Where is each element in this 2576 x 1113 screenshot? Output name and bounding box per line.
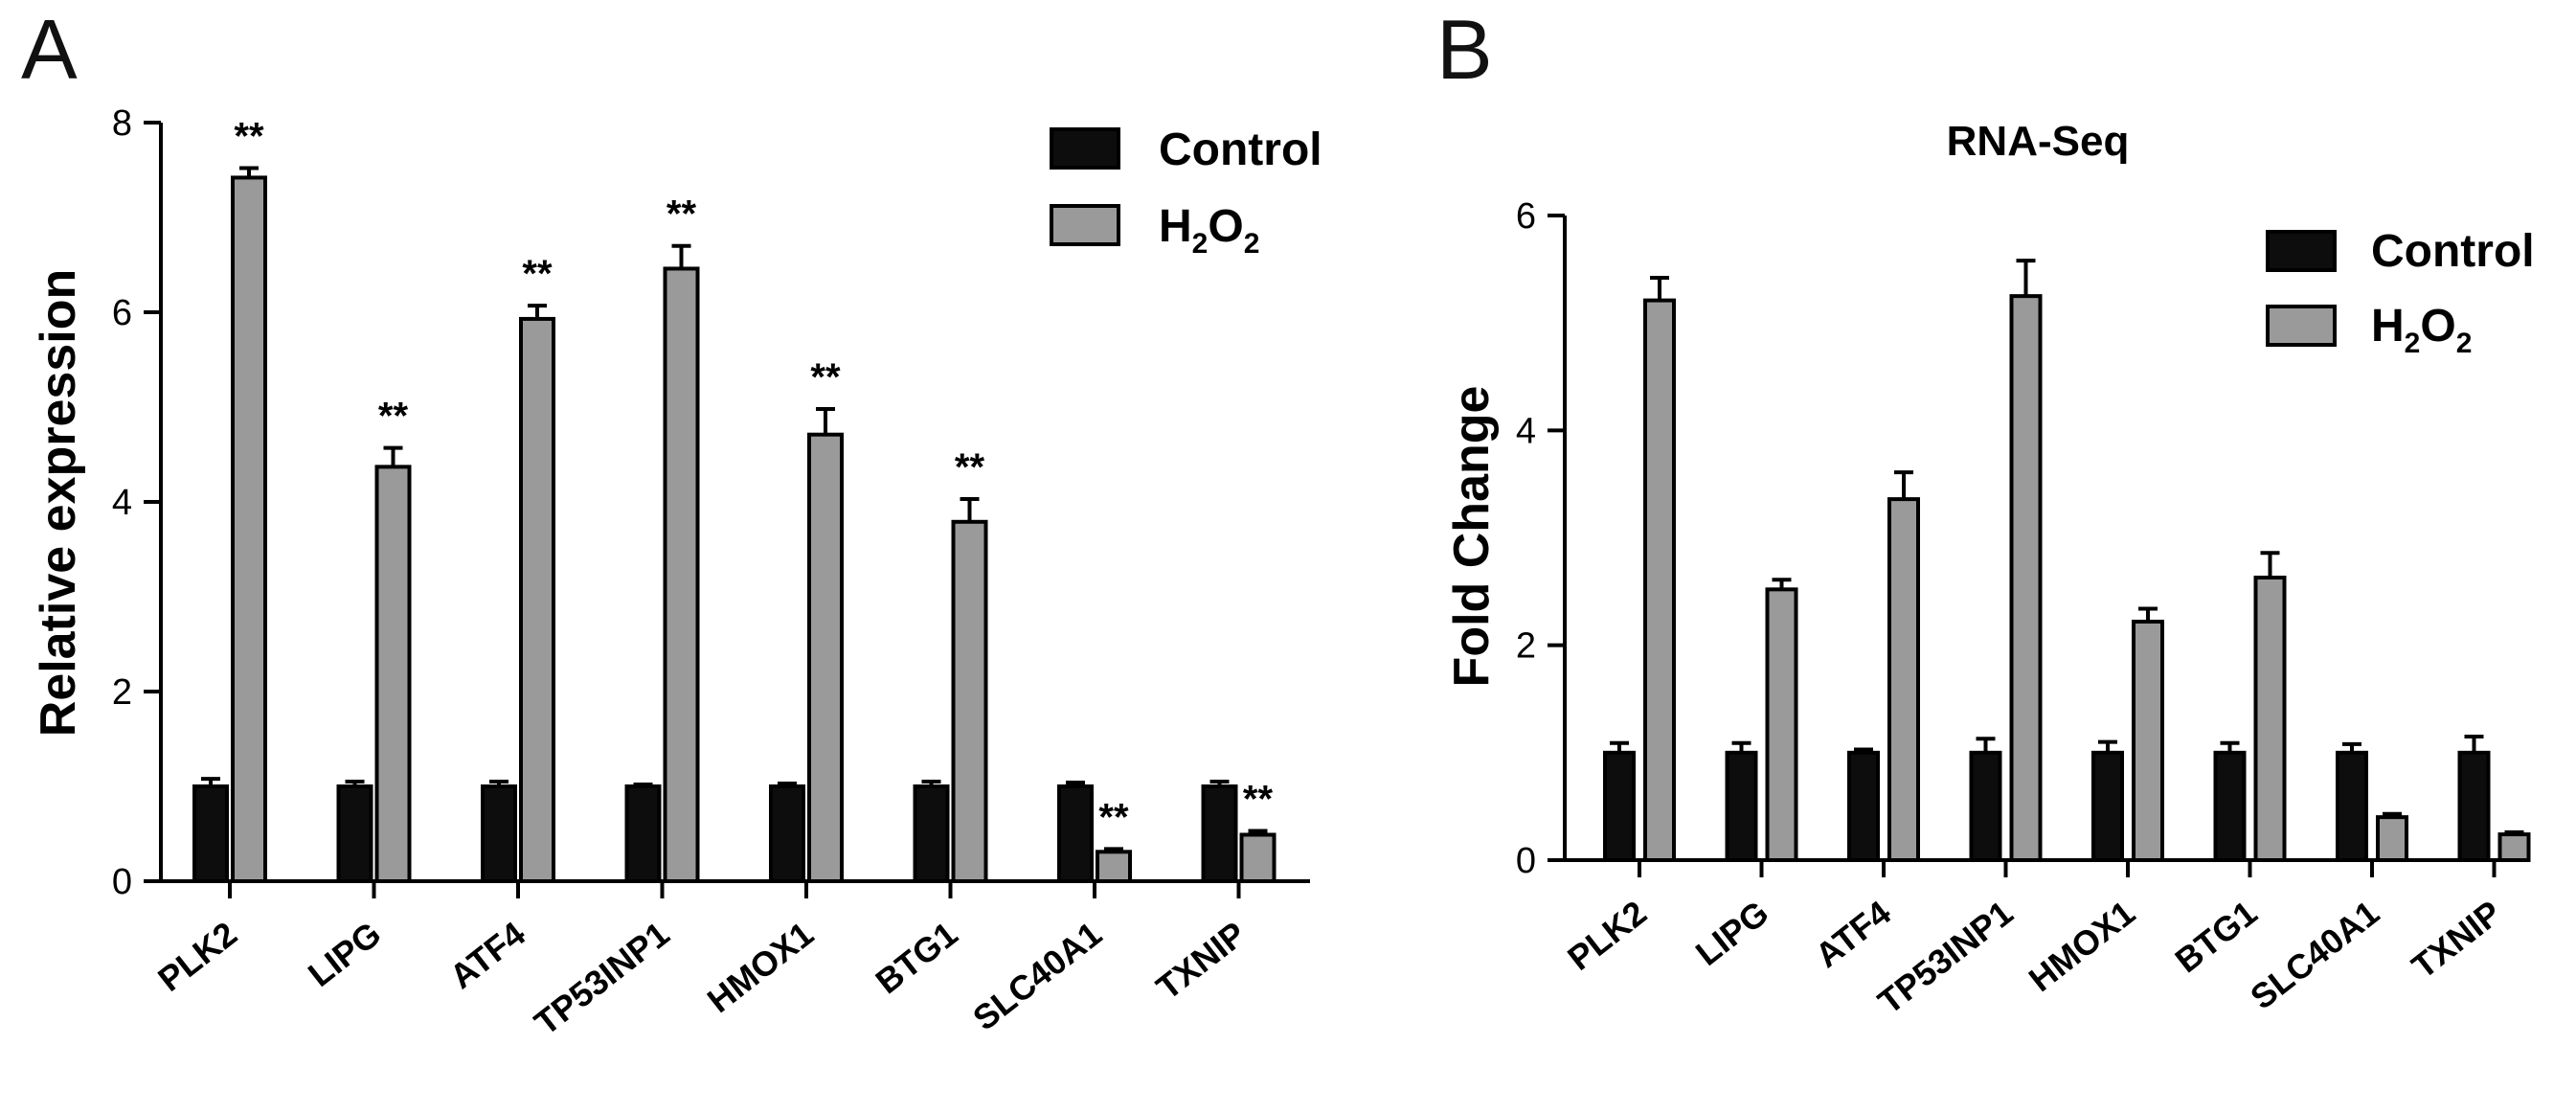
bar-control-b	[1603, 750, 1636, 862]
panel-letter-b: B	[1436, 2, 1493, 97]
bar-control-b	[1969, 750, 2002, 862]
y-tick-label-b: 4	[1516, 411, 1536, 451]
legend-label-control-b: Control	[2371, 226, 2535, 277]
y-tick-label-b: 6	[1516, 196, 1536, 237]
category-label-a: PLK2	[150, 914, 244, 999]
bar-h2o2-a	[663, 266, 700, 883]
legend-b: Control H2O2	[2266, 226, 2535, 359]
bar-h2o2-a	[231, 175, 267, 884]
bar-h2o2-b	[2132, 619, 2164, 862]
category-label-b: TP53INP1	[1870, 893, 2020, 1022]
panel-b: B RNA-Seq Fold Change 0 2 4 6 PLK2 LIPG ATF4TP…	[1436, 2, 2535, 1022]
significance-marker-a: **	[1098, 796, 1129, 838]
legend-swatch-control-a	[1050, 127, 1120, 170]
category-label-a: ATF4	[442, 914, 532, 996]
y-tick-label-b: 2	[1516, 626, 1536, 667]
bar-h2o2-b	[1643, 298, 1676, 862]
significance-marker-a: **	[522, 253, 553, 295]
significance-marker-a: **	[378, 396, 409, 438]
y-tick-label-a: 2	[112, 672, 132, 713]
bar-control-a	[1057, 784, 1094, 883]
bar-control-a	[624, 784, 662, 883]
bar-h2o2-a	[1096, 850, 1132, 883]
significance-marker-a: **	[234, 116, 264, 158]
category-label-a: TXNIP	[1149, 914, 1254, 1008]
bar-h2o2-a	[519, 316, 555, 883]
y-tick-label-a: 0	[112, 862, 132, 902]
category-label-b: ATF4	[1808, 893, 1898, 975]
panel-a: A Relative expression 0 2 4 6 8 PLK2 ** LIPG ** A…	[21, 2, 1322, 1043]
bar-h2o2-a	[807, 432, 844, 883]
chart-title-b: RNA-Seq	[1947, 118, 2130, 165]
category-label-a: BTG1	[869, 914, 965, 1001]
y-axis-title-a: Relative expression	[31, 269, 86, 737]
bar-h2o2-a	[951, 519, 988, 883]
category-label-b: BTG1	[2168, 893, 2265, 980]
legend-a: Control H2O2	[1050, 125, 1322, 260]
bar-h2o2-b	[2497, 832, 2531, 863]
category-label-b: HMOX1	[2022, 893, 2142, 999]
y-tick-label-a: 6	[112, 293, 132, 333]
bar-h2o2-b	[2009, 294, 2043, 862]
bar-control-b	[2213, 750, 2247, 862]
plot-area-a: 0 2 4 6 8 PLK2 ** LIPG ** ATF4 ** TP53INP1 ** HMOX1 **…	[112, 103, 1310, 1043]
category-label-b: SLC40A1	[2243, 893, 2386, 1017]
bar-control-a	[481, 784, 517, 883]
bar-control-a	[192, 784, 229, 883]
bar-h2o2-a	[374, 465, 412, 883]
legend-swatch-control-b	[2266, 230, 2337, 272]
bar-h2o2-b	[2376, 815, 2408, 863]
panel-letter-a: A	[21, 2, 78, 97]
significance-marker-a: **	[955, 446, 985, 488]
y-tick-label-a: 8	[112, 103, 132, 144]
bar-h2o2-a	[1239, 832, 1277, 883]
legend-swatch-h2o2-a	[1050, 204, 1120, 246]
significance-marker-a: **	[1243, 779, 1274, 821]
category-label-b: PLK2	[1560, 893, 1654, 978]
category-label-a: TP53INP1	[527, 914, 676, 1043]
category-label-a: SLC40A1	[965, 914, 1109, 1038]
bar-control-a	[1201, 784, 1238, 883]
category-label-b: LIPG	[1688, 893, 1775, 973]
bar-control-b	[1725, 750, 1758, 862]
legend-swatch-h2o2-b	[2266, 305, 2337, 347]
bar-h2o2-b	[2253, 576, 2287, 862]
bar-control-a	[769, 784, 805, 883]
significance-marker-a: **	[667, 193, 697, 236]
legend-label-h2o2-b: H2O2	[2371, 301, 2472, 359]
legend-label-control-a: Control	[1159, 125, 1322, 175]
y-tick-label-b: 0	[1516, 841, 1536, 881]
category-label-a: HMOX1	[700, 914, 821, 1020]
bar-h2o2-b	[1765, 587, 1798, 863]
bar-control-a	[913, 784, 950, 883]
y-tick-label-a: 4	[112, 483, 132, 523]
bar-control-b	[1847, 750, 1880, 862]
category-label-b: TXNIP	[2405, 893, 2509, 987]
significance-marker-a: **	[810, 356, 841, 398]
bar-control-b	[2091, 750, 2124, 862]
bar-h2o2-b	[1887, 497, 1920, 862]
category-label-a: LIPG	[301, 914, 388, 994]
bar-control-b	[2336, 750, 2368, 862]
y-axis-title-b: Fold Change	[1444, 386, 1500, 688]
legend-label-h2o2-a: H2O2	[1159, 201, 1259, 260]
bar-control-b	[2457, 750, 2491, 862]
bar-control-a	[336, 784, 373, 883]
